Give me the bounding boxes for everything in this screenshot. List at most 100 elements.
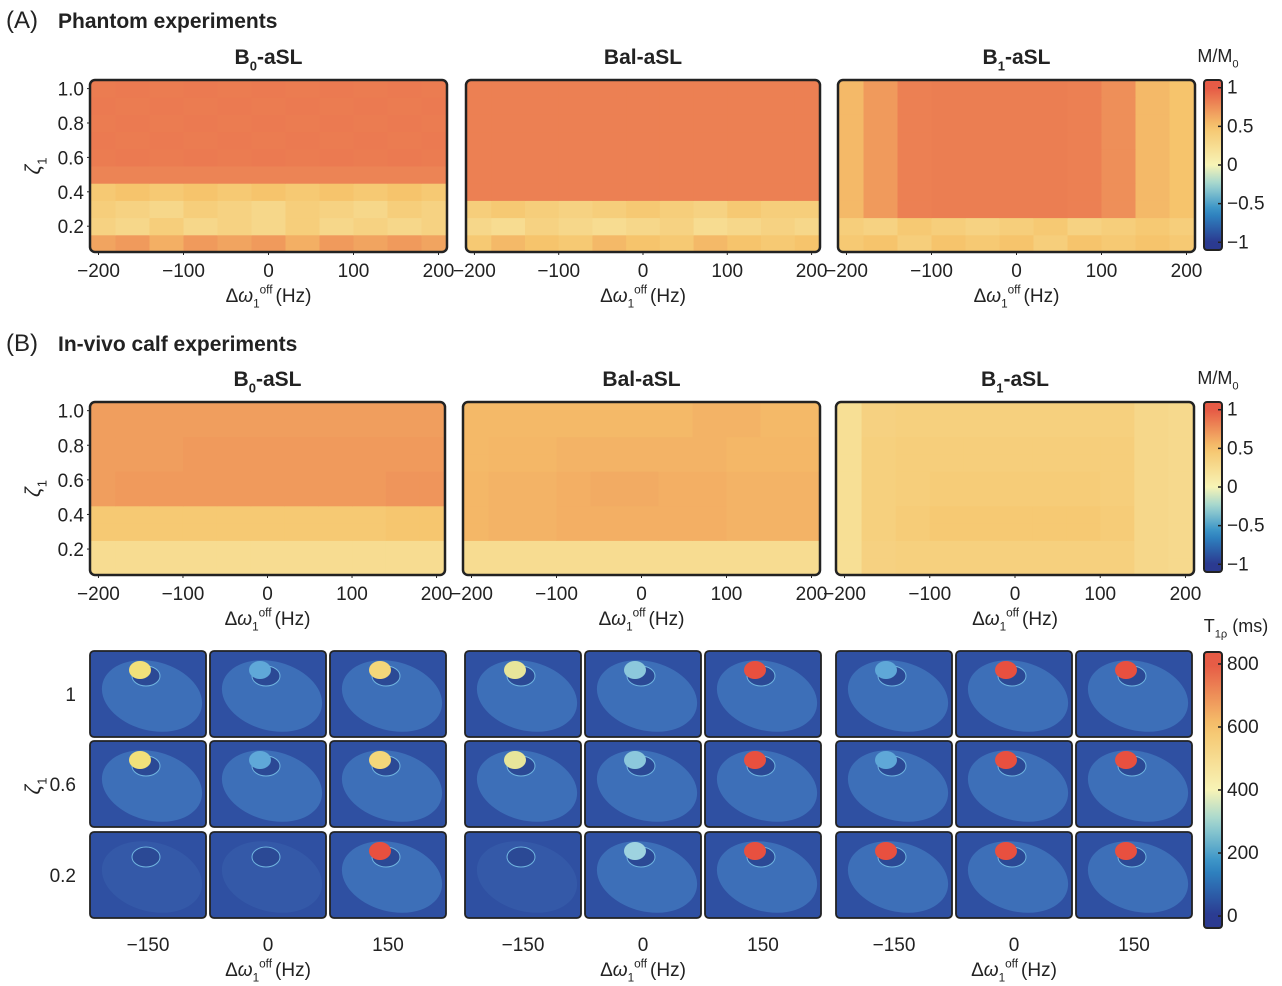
heatmap-cell: [116, 80, 151, 98]
heatmap-cell: [252, 149, 287, 167]
heatmap-cell: [591, 506, 626, 524]
heatmap-cell: [184, 183, 219, 201]
x-tick-label: −100: [162, 584, 205, 605]
x-axis-label-part: 1: [628, 298, 635, 311]
x-tick-label: 100: [711, 584, 743, 605]
heatmap-cell: [354, 218, 389, 236]
heatmap-cell: [1134, 489, 1169, 507]
x-tick-label: 0: [1009, 935, 1020, 956]
heatmap-cell: [1034, 149, 1069, 167]
heatmap-cell: [862, 489, 897, 507]
heatmap-cell: [896, 489, 931, 507]
heatmap-cell: [82, 454, 116, 472]
heatmap-cell: [82, 183, 117, 201]
heatmap-cell: [830, 132, 865, 150]
y-tick-label: 0.6: [58, 471, 84, 492]
x-axis-label-part: off: [634, 283, 648, 296]
hot-spot: [624, 842, 646, 860]
heatmap-cell: [320, 200, 355, 218]
heatmap-cell: [998, 419, 1033, 437]
x-axis-label-part: off: [1005, 957, 1019, 970]
heatmap-cell: [184, 200, 219, 218]
heatmap-cell: [557, 402, 592, 420]
heatmap-cell: [727, 97, 761, 115]
heatmap-cell: [1068, 183, 1103, 201]
heatmap-cell: [217, 471, 251, 489]
heatmap-cell: [491, 235, 525, 253]
heatmap-cell: [1170, 235, 1205, 253]
heatmap-cell: [727, 437, 762, 455]
heatmap-cell: [523, 523, 558, 541]
section-title: In-vivo calf experiments: [58, 333, 297, 356]
heatmap-cell: [932, 132, 967, 150]
heatmap-cell: [149, 558, 183, 576]
heatmap-cell: [727, 506, 762, 524]
heatmap-cell: [1034, 183, 1069, 201]
heatmap-cell: [116, 114, 151, 132]
heatmap-cell: [966, 132, 1001, 150]
x-axis-label: Δω1off(Hz): [974, 283, 1060, 310]
heatmap-cell: [1136, 149, 1171, 167]
heatmap-cell: [149, 471, 183, 489]
heatmap-cell: [864, 114, 899, 132]
heatmap-cell: [827, 471, 862, 489]
heatmap-cell: [559, 183, 593, 201]
heatmap-cell: [659, 506, 694, 524]
heatmap-cell: [489, 523, 524, 541]
heatmap-cell: [82, 166, 117, 184]
heatmap-cell: [455, 471, 490, 489]
heatmap-cell: [1032, 558, 1067, 576]
heatmap-cell: [1034, 218, 1069, 236]
heatmap-cell: [626, 200, 660, 218]
x-tick-label: −150: [873, 935, 916, 956]
heatmap-cell: [625, 437, 660, 455]
heatmap-cell: [864, 97, 899, 115]
mr-image: [956, 831, 1076, 924]
colorbar-tick-label: 600: [1227, 717, 1259, 738]
heatmap-cell: [557, 419, 592, 437]
heatmap-cell: [761, 454, 796, 472]
heatmap-cell: [625, 558, 660, 576]
x-tick-label: −200: [823, 584, 866, 605]
heatmap-cell: [217, 523, 251, 541]
heatmap-cell: [115, 558, 149, 576]
mr-image: [210, 650, 330, 743]
heatmap-cell: [964, 454, 999, 472]
heatmap-cell: [727, 454, 762, 472]
heatmap-cell: [761, 166, 795, 184]
hot-spot: [1115, 842, 1137, 860]
heatmap-cell: [150, 149, 185, 167]
heatmap-cell: [727, 183, 761, 201]
heatmap-cell: [693, 419, 728, 437]
y-axis-label: ζ1: [22, 158, 49, 175]
heatmap-cell: [694, 97, 728, 115]
heatmap-cell: [1100, 558, 1135, 576]
heatmap-cell: [150, 80, 185, 98]
heatmap-cell: [1168, 523, 1203, 541]
x-tick-label: −150: [127, 935, 170, 956]
heatmap-cell: [795, 506, 830, 524]
heatmap-cell: [998, 489, 1033, 507]
heatmap-cell: [591, 419, 626, 437]
heatmap-cell: [625, 454, 660, 472]
heatmap-cell: [761, 506, 796, 524]
heatmap-cell: [761, 132, 795, 150]
heatmap-cell: [1032, 523, 1067, 541]
heatmap-cell: [116, 183, 151, 201]
heatmap-cell: [727, 558, 762, 576]
heatmap-cell: [998, 523, 1033, 541]
heatmap-cell: [455, 506, 490, 524]
heatmap-cell: [320, 166, 355, 184]
heatmap-cell: [525, 166, 559, 184]
panel-title-part: B: [981, 368, 996, 391]
heatmap-cell: [591, 471, 626, 489]
heatmap-cell: [864, 149, 899, 167]
colorbar-label-part: M/M: [1197, 46, 1232, 66]
heatmap-cell: [455, 540, 490, 558]
heatmap-cell: [82, 97, 117, 115]
figure: (A) Phantom experiments (B) In-vivo calf…: [0, 0, 1282, 986]
heatmap-cell: [930, 540, 965, 558]
heatmap-cell: [964, 437, 999, 455]
heatmap-cell: [251, 506, 285, 524]
heatmap-cell: [1102, 114, 1137, 132]
